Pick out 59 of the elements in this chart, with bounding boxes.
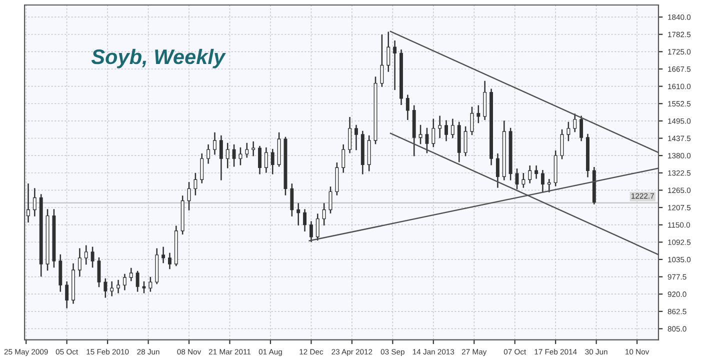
candlestick <box>142 281 146 294</box>
candlestick <box>534 165 538 179</box>
candlestick <box>580 116 584 142</box>
candlestick <box>194 173 198 196</box>
candlestick <box>528 165 532 184</box>
candlestick <box>418 124 422 144</box>
candlestick <box>78 248 82 277</box>
candlestick <box>380 34 384 87</box>
candlestick <box>219 135 223 180</box>
candlestick <box>84 245 88 265</box>
candlestick <box>450 118 454 138</box>
candlestick <box>547 179 551 192</box>
candlestick <box>213 132 216 155</box>
candlestick <box>238 147 242 166</box>
candlestick <box>348 117 352 154</box>
text: Soyb, Weekly <box>91 48 226 68</box>
candlestick <box>406 94 410 120</box>
candlestick <box>566 122 570 142</box>
candlestick <box>32 188 36 216</box>
candlestick <box>432 118 436 148</box>
candlestick <box>206 144 210 164</box>
candlestick <box>129 268 133 282</box>
candlestick <box>245 142 249 158</box>
candlestick <box>522 173 526 188</box>
candlestick <box>464 126 468 156</box>
candlestick <box>136 270 140 292</box>
candlestick <box>122 274 126 290</box>
candlestick <box>322 203 326 226</box>
candlestick <box>573 114 577 132</box>
candlestick <box>162 246 166 264</box>
candlestick <box>303 209 307 232</box>
candlestick <box>496 153 500 188</box>
candlestick <box>258 146 262 174</box>
candlestick <box>110 281 114 296</box>
candlestick <box>309 221 313 242</box>
candlestick <box>148 276 152 292</box>
candlestick <box>168 252 172 270</box>
candlestick <box>476 105 480 124</box>
candlestick <box>316 214 320 241</box>
candlestick <box>540 170 544 192</box>
candlestick <box>116 280 120 294</box>
candlestick <box>444 120 448 142</box>
candlestick <box>342 144 346 173</box>
candlestick <box>104 278 108 298</box>
candlestick <box>270 148 274 174</box>
candlestick <box>90 246 94 268</box>
candlestick <box>393 40 397 90</box>
candlestick <box>296 203 300 226</box>
candlestick <box>264 147 268 173</box>
candlestick <box>425 128 429 154</box>
candlestick <box>226 142 230 168</box>
candlestick <box>200 153 204 184</box>
candlestick <box>252 141 256 156</box>
candlestick <box>232 144 236 167</box>
candlestick <box>354 124 358 150</box>
candlestick <box>65 281 69 308</box>
candlestick <box>386 32 390 72</box>
candlestick <box>438 116 442 138</box>
candlestick <box>290 184 294 216</box>
